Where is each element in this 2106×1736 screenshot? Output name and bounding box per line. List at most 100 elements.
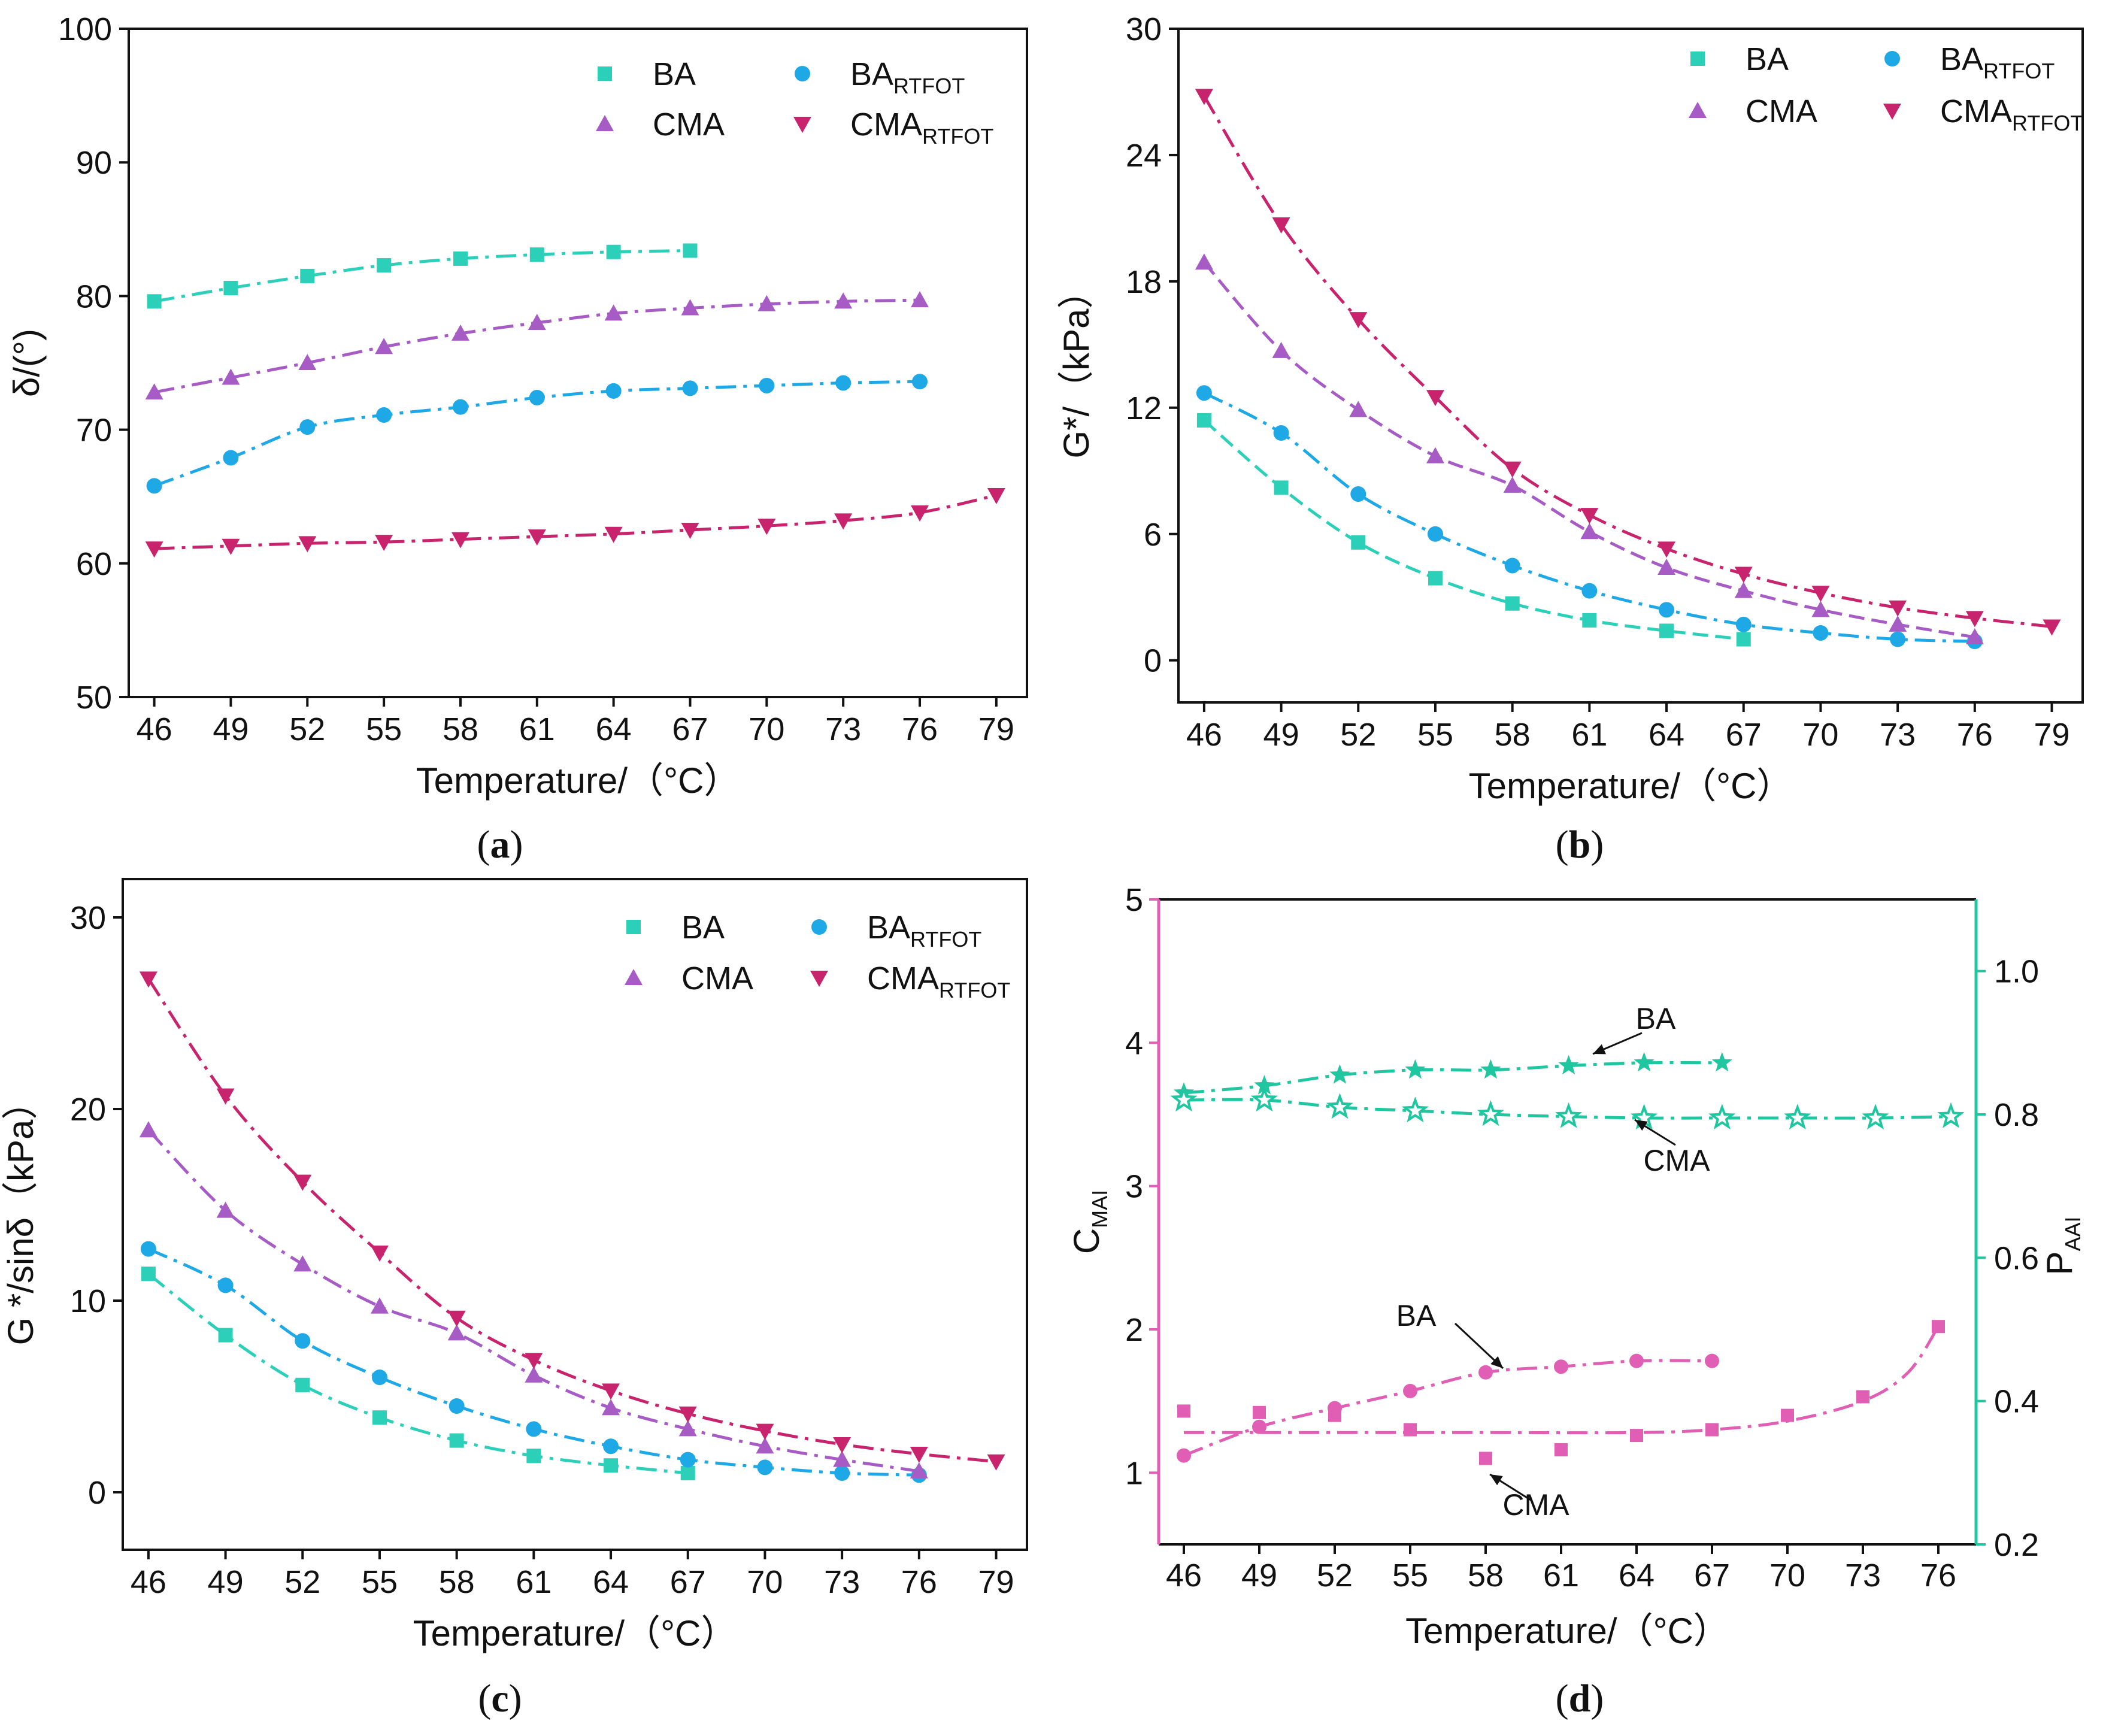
data-point <box>1932 1320 1945 1334</box>
data-point-BA <box>1428 571 1443 586</box>
data-point-BA_RTFOT <box>529 390 545 406</box>
legend-label-sub: RTFOT <box>893 74 965 98</box>
data-point <box>1170 1086 1198 1112</box>
data-point-CMA <box>833 1450 852 1467</box>
x-tick-label: 64 <box>1619 1558 1655 1593</box>
caption-paren: ( <box>477 823 490 867</box>
data-point-CMA_RTFOT <box>370 1246 389 1262</box>
axis-label-base: P <box>2040 1252 2080 1276</box>
data-point-CMA <box>370 1297 389 1314</box>
data-point-CMA <box>528 314 546 331</box>
data-point-BA <box>377 258 392 273</box>
data-point-BA <box>1659 623 1674 638</box>
data-point <box>1252 1419 1266 1434</box>
data-point-BA <box>1196 413 1211 428</box>
caption-letter: b <box>1569 823 1591 867</box>
x-tick-label: 76 <box>901 1564 937 1600</box>
legend-label-base: BA <box>1746 41 1789 77</box>
legend-label-base: CMA <box>867 961 939 996</box>
x-tick-label: 79 <box>978 1564 1014 1600</box>
data-point-CMA <box>834 292 853 309</box>
legend-label-BA: BA <box>1746 41 1789 77</box>
data-point-BA_RTFOT <box>217 1277 234 1293</box>
x-axis-label: Temperature/（°C） <box>1469 766 1793 806</box>
data-point <box>1328 1408 1341 1422</box>
annotation-label: CMA <box>1643 1144 1710 1177</box>
data-point-BA <box>449 1433 464 1448</box>
y-axis-label: G */sinδ（kPa） <box>1 1084 41 1346</box>
legend-label-CMA_RTFOT: CMARTFOT <box>867 961 1010 1002</box>
legend-marker-CMA <box>1689 102 1707 118</box>
caption-paren: ) <box>1590 1677 1604 1720</box>
data-point-CMA_RTFOT <box>987 487 1005 504</box>
legend-marker-CMA_RTFOT <box>1883 104 1901 120</box>
x-tick-label: 70 <box>749 711 784 747</box>
x-tick-label: 79 <box>2034 717 2069 753</box>
x-tick-label: 52 <box>1317 1558 1353 1593</box>
y-tick-label: 24 <box>1126 138 1162 174</box>
x-tick-label: 58 <box>439 1564 475 1600</box>
legend-label-base: BA <box>653 56 696 92</box>
data-point-CMA_RTFOT <box>1272 217 1290 234</box>
legend-label-base: BA <box>1940 41 1983 77</box>
series-CMA_RTFOT <box>1195 89 2061 636</box>
axis-label-sub: AAI <box>2060 1216 2085 1251</box>
data-point-CMA_RTFOT <box>833 1437 852 1453</box>
legend-label-sub: RTFOT <box>910 927 981 952</box>
data-point-BA_RTFOT <box>223 450 239 466</box>
legend-label-BA_RTFOT: BARTFOT <box>850 56 965 98</box>
caption: (c) <box>478 1677 522 1720</box>
x-tick-label: 64 <box>596 711 632 747</box>
x-tick-label: 55 <box>362 1564 398 1600</box>
legend-marker-CMA_RTFOT <box>810 971 828 987</box>
caption-paren: ( <box>1556 1677 1569 1720</box>
x-tick-label: 64 <box>593 1564 629 1600</box>
data-point-BA <box>1736 632 1751 647</box>
data-point <box>1326 1093 1353 1119</box>
data-point-BA <box>604 1458 619 1473</box>
data-point <box>1856 1390 1869 1404</box>
data-point-BA_RTFOT <box>299 419 316 435</box>
data-point <box>1705 1423 1719 1437</box>
caption-paren: ( <box>478 1677 491 1720</box>
data-point <box>1705 1353 1719 1368</box>
data-point-CMA_RTFOT <box>1503 461 1522 478</box>
data-point-CMA_RTFOT <box>528 529 546 546</box>
legend-marker-BA_RTFOT <box>1884 51 1900 66</box>
data-point <box>1404 1423 1417 1437</box>
data-point-CMA_RTFOT <box>298 536 317 553</box>
data-point-CMA_RTFOT <box>602 1383 620 1400</box>
y-tick-label: 0 <box>1144 643 1162 679</box>
series-CMA <box>139 1121 928 1479</box>
series-CMA_RTFOT <box>145 487 1005 558</box>
data-point-BA <box>147 294 162 309</box>
data-point-CMA <box>756 1437 774 1454</box>
data-point-BA_RTFOT <box>376 407 392 423</box>
data-point <box>1401 1096 1429 1123</box>
x-tick-label: 55 <box>1392 1558 1428 1593</box>
legend-marker-BA <box>1690 51 1705 66</box>
left-y-tick-label: 1 <box>1125 1455 1143 1491</box>
right-y-tick-label: 0.8 <box>1994 1097 2039 1133</box>
legend-label-BA_RTFOT: BARTFOT <box>867 910 981 952</box>
data-point-CMA_RTFOT <box>757 519 776 535</box>
x-tick-label: 49 <box>213 711 249 747</box>
y-tick-label: 30 <box>70 900 106 936</box>
data-point-CMA <box>1195 253 1213 270</box>
data-point-BA_RTFOT <box>603 1438 619 1455</box>
data-point <box>1711 1052 1732 1072</box>
data-point-BA <box>1351 535 1366 550</box>
x-tick-label: 49 <box>1241 1558 1277 1593</box>
data-point <box>1253 1405 1266 1419</box>
data-point-CMA_RTFOT <box>1889 600 1907 617</box>
x-tick-label: 52 <box>1340 717 1376 753</box>
data-point-BA_RTFOT <box>1504 558 1520 574</box>
data-point-CMA <box>293 1255 312 1272</box>
legend-marker-CMA_RTFOT <box>793 117 811 133</box>
data-point <box>1479 1452 1492 1465</box>
legend-label-base: BA <box>850 56 893 92</box>
data-point <box>1478 1365 1493 1380</box>
x-tick-label: 67 <box>1726 717 1762 753</box>
x-tick-label: 58 <box>1495 717 1531 753</box>
data-point-CMA_RTFOT <box>375 535 393 552</box>
